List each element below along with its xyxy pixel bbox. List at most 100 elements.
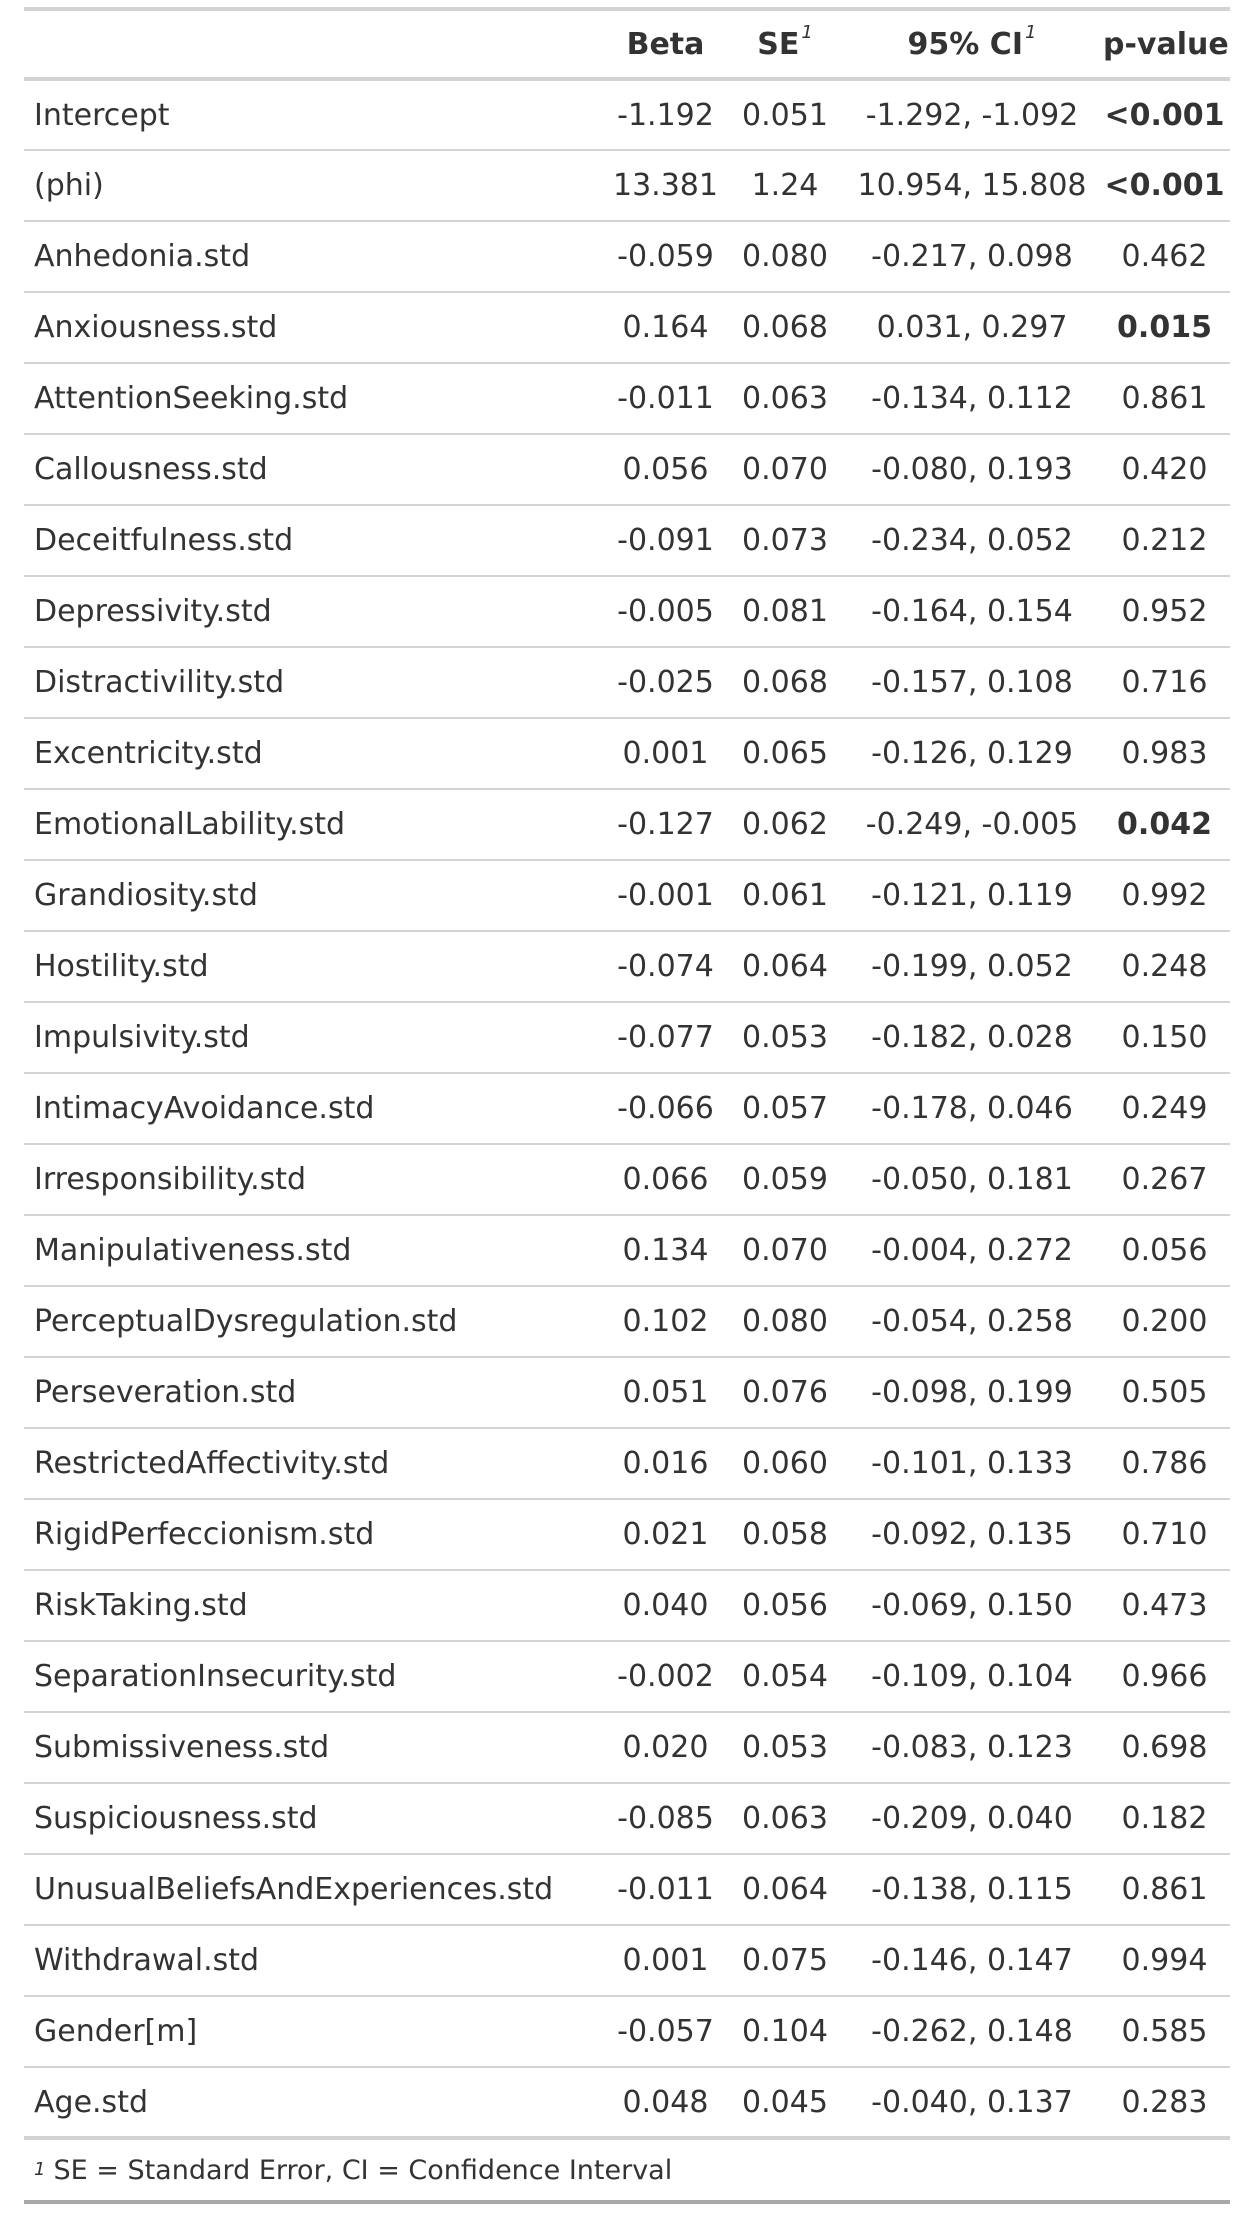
cell-beta: 13.381 (606, 150, 725, 222)
table-row: Perseveration.std 0.051 0.076 -0.098, 0.199… (24, 1357, 1230, 1429)
table-row: Irresponsibility.std 0.066 0.059 -0.050, 0.… (24, 1144, 1230, 1216)
cell-variable: Distractivility.std (24, 647, 606, 719)
cell-se: 0.075 (725, 1925, 845, 1997)
cell-beta: -0.025 (606, 647, 725, 719)
cell-beta: 0.016 (606, 1428, 725, 1500)
cell-se: 0.073 (725, 505, 845, 577)
cell-ci: -0.217, 0.098 (845, 221, 1099, 293)
cell-variable: (phi) (24, 150, 606, 222)
cell-beta: 0.102 (606, 1286, 725, 1358)
cell-se: 0.080 (725, 221, 845, 293)
cell-p-value: 0.150 (1099, 1002, 1230, 1074)
cell-se: 0.053 (725, 1002, 845, 1074)
cell-beta: -1.192 (606, 79, 725, 151)
table-row: AttentionSeeking.std -0.011 0.063 -0.134, 0… (24, 363, 1230, 435)
table-row: Gender[m] -0.057 0.104 -0.262, 0.148 0.585 (24, 1996, 1230, 2068)
cell-variable: Suspiciousness.std (24, 1783, 606, 1855)
cell-se: 0.061 (725, 860, 845, 932)
cell-ci: -0.182, 0.028 (845, 1002, 1099, 1074)
cell-se: 0.063 (725, 363, 845, 435)
cell-se: 0.065 (725, 718, 845, 790)
cell-variable: Submissiveness.std (24, 1712, 606, 1784)
cell-p-value: 0.994 (1099, 1925, 1230, 1997)
table-row: Deceitfulness.std -0.091 0.073 -0.234, 0.05… (24, 505, 1230, 577)
cell-variable: Gender[m] (24, 1996, 606, 2068)
table-row: RestrictedAffectivity.std 0.016 0.060 -0.10… (24, 1428, 1230, 1500)
cell-p-value: 0.283 (1099, 2067, 1230, 2140)
cell-variable: Irresponsibility.std (24, 1144, 606, 1216)
cell-p-value: 0.786 (1099, 1428, 1230, 1500)
cell-variable: Callousness.std (24, 434, 606, 506)
cell-variable: Withdrawal.std (24, 1925, 606, 1997)
header-row: Beta SE 1 95% CI 1 p-value (24, 7, 1230, 81)
cell-ci: -0.138, 0.115 (845, 1854, 1099, 1926)
cell-se: 0.068 (725, 292, 845, 364)
cell-beta: -0.077 (606, 1002, 725, 1074)
table-row: Submissiveness.std 0.020 0.053 -0.083, 0.12… (24, 1712, 1230, 1784)
cell-ci: -0.098, 0.199 (845, 1357, 1099, 1429)
cell-beta: 0.048 (606, 2067, 725, 2140)
cell-p-value: 0.698 (1099, 1712, 1230, 1784)
cell-ci: -0.080, 0.193 (845, 434, 1099, 506)
cell-beta: 0.164 (606, 292, 725, 364)
cell-variable: Manipulativeness.std (24, 1215, 606, 1287)
cell-p-value: 0.505 (1099, 1357, 1230, 1429)
table-body: Intercept -1.192 0.051 -1.292, -1.092 <0.001… (24, 79, 1230, 2140)
cell-p-value: 0.015 (1099, 292, 1230, 364)
cell-variable: Age.std (24, 2067, 606, 2140)
cell-p-value: 0.473 (1099, 1570, 1230, 1642)
cell-ci: -0.249, -0.005 (845, 789, 1099, 861)
cell-p-value: 0.861 (1099, 363, 1230, 435)
table-row: Grandiosity.std -0.001 0.061 -0.121, 0.119 0… (24, 860, 1230, 932)
cell-variable: Intercept (24, 79, 606, 151)
cell-ci: -0.134, 0.112 (845, 363, 1099, 435)
cell-beta: -0.091 (606, 505, 725, 577)
cell-beta: -0.002 (606, 1641, 725, 1713)
cell-variable: UnusualBeliefsAndExperiences.std (24, 1854, 606, 1926)
cell-ci: -0.092, 0.135 (845, 1499, 1099, 1571)
cell-p-value: 0.861 (1099, 1854, 1230, 1926)
header-se-footnote-mark: 1 (801, 21, 813, 43)
cell-p-value: 0.420 (1099, 434, 1230, 506)
cell-p-value: 0.042 (1099, 789, 1230, 861)
cell-ci: -0.050, 0.181 (845, 1144, 1099, 1216)
cell-p-value: 0.983 (1099, 718, 1230, 790)
cell-ci: -0.178, 0.046 (845, 1073, 1099, 1145)
cell-variable: Grandiosity.std (24, 860, 606, 932)
cell-variable: Impulsivity.std (24, 1002, 606, 1074)
cell-beta: 0.001 (606, 1925, 725, 1997)
table-footnote: 1 SE = Standard Error, CI = Confidence I… (24, 2140, 1230, 2204)
cell-beta: 0.066 (606, 1144, 725, 1216)
cell-beta: -0.127 (606, 789, 725, 861)
cell-ci: -0.069, 0.150 (845, 1570, 1099, 1642)
cell-beta: -0.074 (606, 931, 725, 1003)
header-ci-label: 95% CI (907, 26, 1023, 62)
cell-se: 0.070 (725, 434, 845, 506)
cell-p-value: 0.182 (1099, 1783, 1230, 1855)
table-row: RiskTaking.std 0.040 0.056 -0.069, 0.150 0.4… (24, 1570, 1230, 1642)
cell-se: 0.080 (725, 1286, 845, 1358)
cell-se: 0.051 (725, 79, 845, 151)
cell-p-value: 0.710 (1099, 1499, 1230, 1571)
cell-p-value: 0.462 (1099, 221, 1230, 293)
cell-ci: -0.209, 0.040 (845, 1783, 1099, 1855)
footnote-text: SE = Standard Error, CI = Confidence Int… (53, 2154, 673, 2186)
cell-ci: -0.083, 0.123 (845, 1712, 1099, 1784)
cell-p-value: 0.992 (1099, 860, 1230, 932)
cell-beta: -0.005 (606, 576, 725, 648)
cell-p-value: 0.966 (1099, 1641, 1230, 1713)
cell-ci: -0.109, 0.104 (845, 1641, 1099, 1713)
table-row: Withdrawal.std 0.001 0.075 -0.146, 0.147 0.9… (24, 1925, 1230, 1997)
table-header: Beta SE 1 95% CI 1 p-value (24, 7, 1230, 81)
header-p-label: p-value (1103, 26, 1229, 62)
cell-ci: -0.126, 0.129 (845, 718, 1099, 790)
cell-variable: RigidPerfeccionism.std (24, 1499, 606, 1571)
cell-beta: -0.066 (606, 1073, 725, 1145)
cell-p-value: 0.716 (1099, 647, 1230, 719)
table-row: Impulsivity.std -0.077 0.053 -0.182, 0.028 0… (24, 1002, 1230, 1074)
cell-se: 0.045 (725, 2067, 845, 2140)
cell-ci: -0.146, 0.147 (845, 1925, 1099, 1997)
regression-table: Beta SE 1 95% CI 1 p-value Intercept -1.192… (24, 7, 1230, 2140)
cell-beta: -0.001 (606, 860, 725, 932)
table-row: Callousness.std 0.056 0.070 -0.080, 0.193 0.… (24, 434, 1230, 506)
